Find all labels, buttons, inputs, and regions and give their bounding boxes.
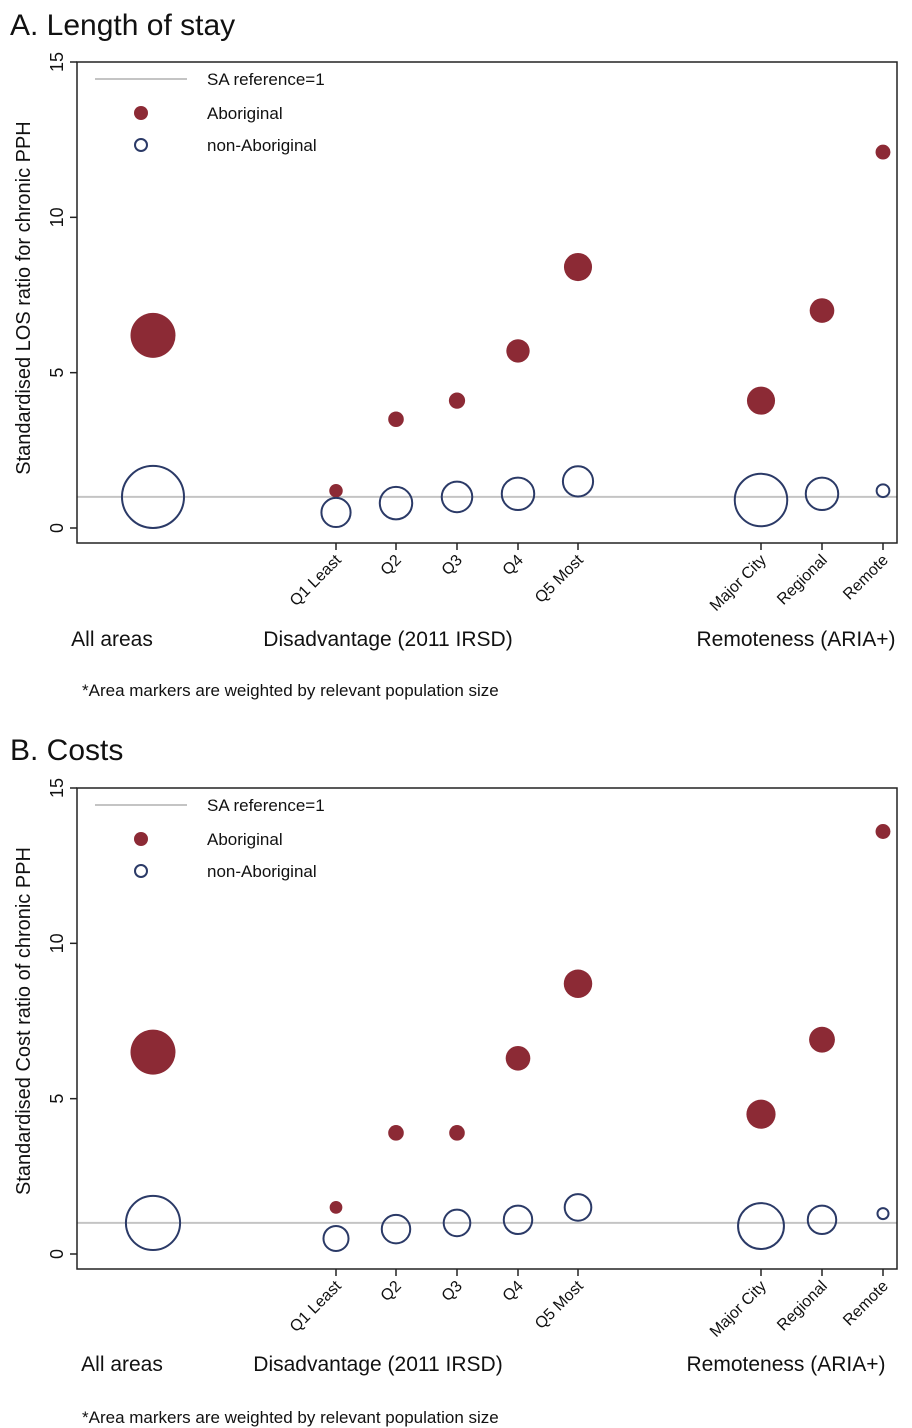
y-tick-label: 15 (47, 52, 67, 72)
non-aboriginal-point (320, 496, 352, 529)
footnote: *Area markers are weighted by relevant p… (82, 1408, 499, 1427)
legend-non-aboriginal-swatch (134, 864, 148, 878)
x-tick-label: Q2 (378, 552, 405, 579)
legend-label: non-Aboriginal (207, 862, 317, 881)
legend-aboriginal-swatch (134, 832, 148, 846)
footnote: *Area markers are weighted by relevant p… (82, 681, 499, 700)
non-aboriginal-point (733, 472, 789, 528)
legend-label: SA reference=1 (207, 70, 325, 89)
non-aboriginal-point (875, 483, 891, 499)
aboriginal-point (506, 339, 530, 363)
non-aboriginal-point (322, 1224, 350, 1252)
x-tick-label: Regional (774, 552, 831, 609)
legend: SA reference=1 Aboriginal non-Aboriginal (95, 70, 325, 155)
x-tick-label: Q1 Least (287, 551, 345, 609)
group-label: Disadvantage (2011 IRSD) (263, 628, 512, 651)
aboriginal-point (746, 386, 776, 415)
x-tick-label: Q3 (439, 1278, 466, 1305)
x-tick-label: Q5 Most (532, 1277, 587, 1332)
group-label: Remoteness (ARIA+) (697, 628, 896, 651)
legend-aboriginal-swatch (134, 106, 148, 120)
cost-chart: 0 5 10 15 Standardised Cost ratio of chronic… (13, 778, 898, 1376)
non-aboriginal-point (804, 476, 840, 512)
y-tick-label: 0 (47, 523, 67, 533)
y-tick-label: 5 (47, 368, 67, 378)
legend-label: non-Aboriginal (207, 136, 317, 155)
aboriginal-point (388, 1125, 404, 1141)
non-aboriginal-point (378, 485, 414, 521)
y-axis-title: Standardised Cost ratio of chronic PPH (13, 847, 35, 1195)
plot-frame (76, 61, 898, 544)
x-tick-label: Q4 (500, 552, 527, 579)
plot-frame (76, 787, 898, 1270)
x-tick-label: Regional (774, 1278, 831, 1335)
y-tick-label: 5 (47, 1094, 67, 1104)
aboriginal-point (563, 252, 593, 282)
x-tick-label: Major City (707, 1278, 770, 1341)
legend: SA reference=1 Aboriginal non-Aboriginal (95, 796, 325, 881)
x-tick-label: Q5 Most (532, 551, 587, 606)
non-aboriginal-point (876, 1207, 890, 1221)
x-tick-label: Remote (840, 552, 892, 604)
y-tick-label: 10 (47, 933, 67, 953)
non-aboriginal-point (124, 1194, 182, 1252)
non-aboriginal-point (120, 464, 186, 529)
non-aboriginal-point (380, 1213, 412, 1245)
aboriginal-point (329, 1201, 343, 1214)
aboriginal-point (746, 1099, 776, 1129)
aboriginal-point (809, 1026, 835, 1053)
x-tick-label: Major City (707, 552, 770, 615)
group-label: All areas (71, 628, 153, 651)
x-tick-label: Remote (840, 1278, 892, 1330)
non-aboriginal-point (806, 1204, 838, 1236)
non-aboriginal-point (561, 465, 595, 498)
x-tick-label: Q1 Least (287, 1277, 345, 1335)
aboriginal-point (449, 1125, 465, 1141)
markers (124, 824, 891, 1252)
non-aboriginal-point (737, 1202, 785, 1250)
aboriginal-point (448, 392, 466, 409)
y-tick-label: 10 (47, 207, 67, 227)
aboriginal-point (809, 298, 835, 323)
non-aboriginal-point (500, 476, 536, 512)
y-tick-label: 15 (47, 778, 67, 798)
group-label: Remoteness (ARIA+) (687, 1353, 886, 1376)
aboriginal-point (505, 1045, 531, 1071)
aboriginal-point (875, 824, 891, 839)
non-aboriginal-point (442, 1208, 472, 1238)
markers (120, 144, 891, 529)
group-label: All areas (81, 1353, 163, 1376)
aboriginal-point (563, 969, 593, 998)
non-aboriginal-point (502, 1204, 534, 1236)
legend-non-aboriginal-swatch (134, 138, 148, 152)
chart-title: A. Length of stay (10, 9, 236, 42)
aboriginal-point (388, 411, 404, 428)
legend-label: SA reference=1 (207, 796, 325, 815)
los-chart: 0 5 10 15 Standardised LOS ratio for chronic… (13, 52, 898, 651)
y-axis-title: Standardised LOS ratio for chronic PPH (13, 121, 35, 475)
legend-label: Aboriginal (207, 104, 283, 123)
panel-length-of-stay: A. Length of stay 0 5 10 15 Standardised LOS… (0, 0, 912, 713)
x-tick-label: Q2 (378, 1278, 405, 1305)
chart-title: B. Costs (10, 734, 124, 767)
non-aboriginal-point (563, 1193, 593, 1222)
aboriginal-point (130, 1029, 176, 1075)
x-tick-label: Q3 (439, 552, 466, 579)
aboriginal-point (875, 144, 891, 160)
y-tick-label: 0 (47, 1249, 67, 1259)
group-label: Disadvantage (2011 IRSD) (253, 1353, 502, 1376)
panel-costs: B. Costs 0 5 10 15 Standardised Cost ratio o… (0, 726, 912, 1427)
aboriginal-point (329, 483, 343, 498)
legend-label: Aboriginal (207, 830, 283, 849)
x-tick-label: Q4 (500, 1278, 527, 1305)
non-aboriginal-point (440, 480, 474, 514)
aboriginal-point (130, 312, 176, 358)
